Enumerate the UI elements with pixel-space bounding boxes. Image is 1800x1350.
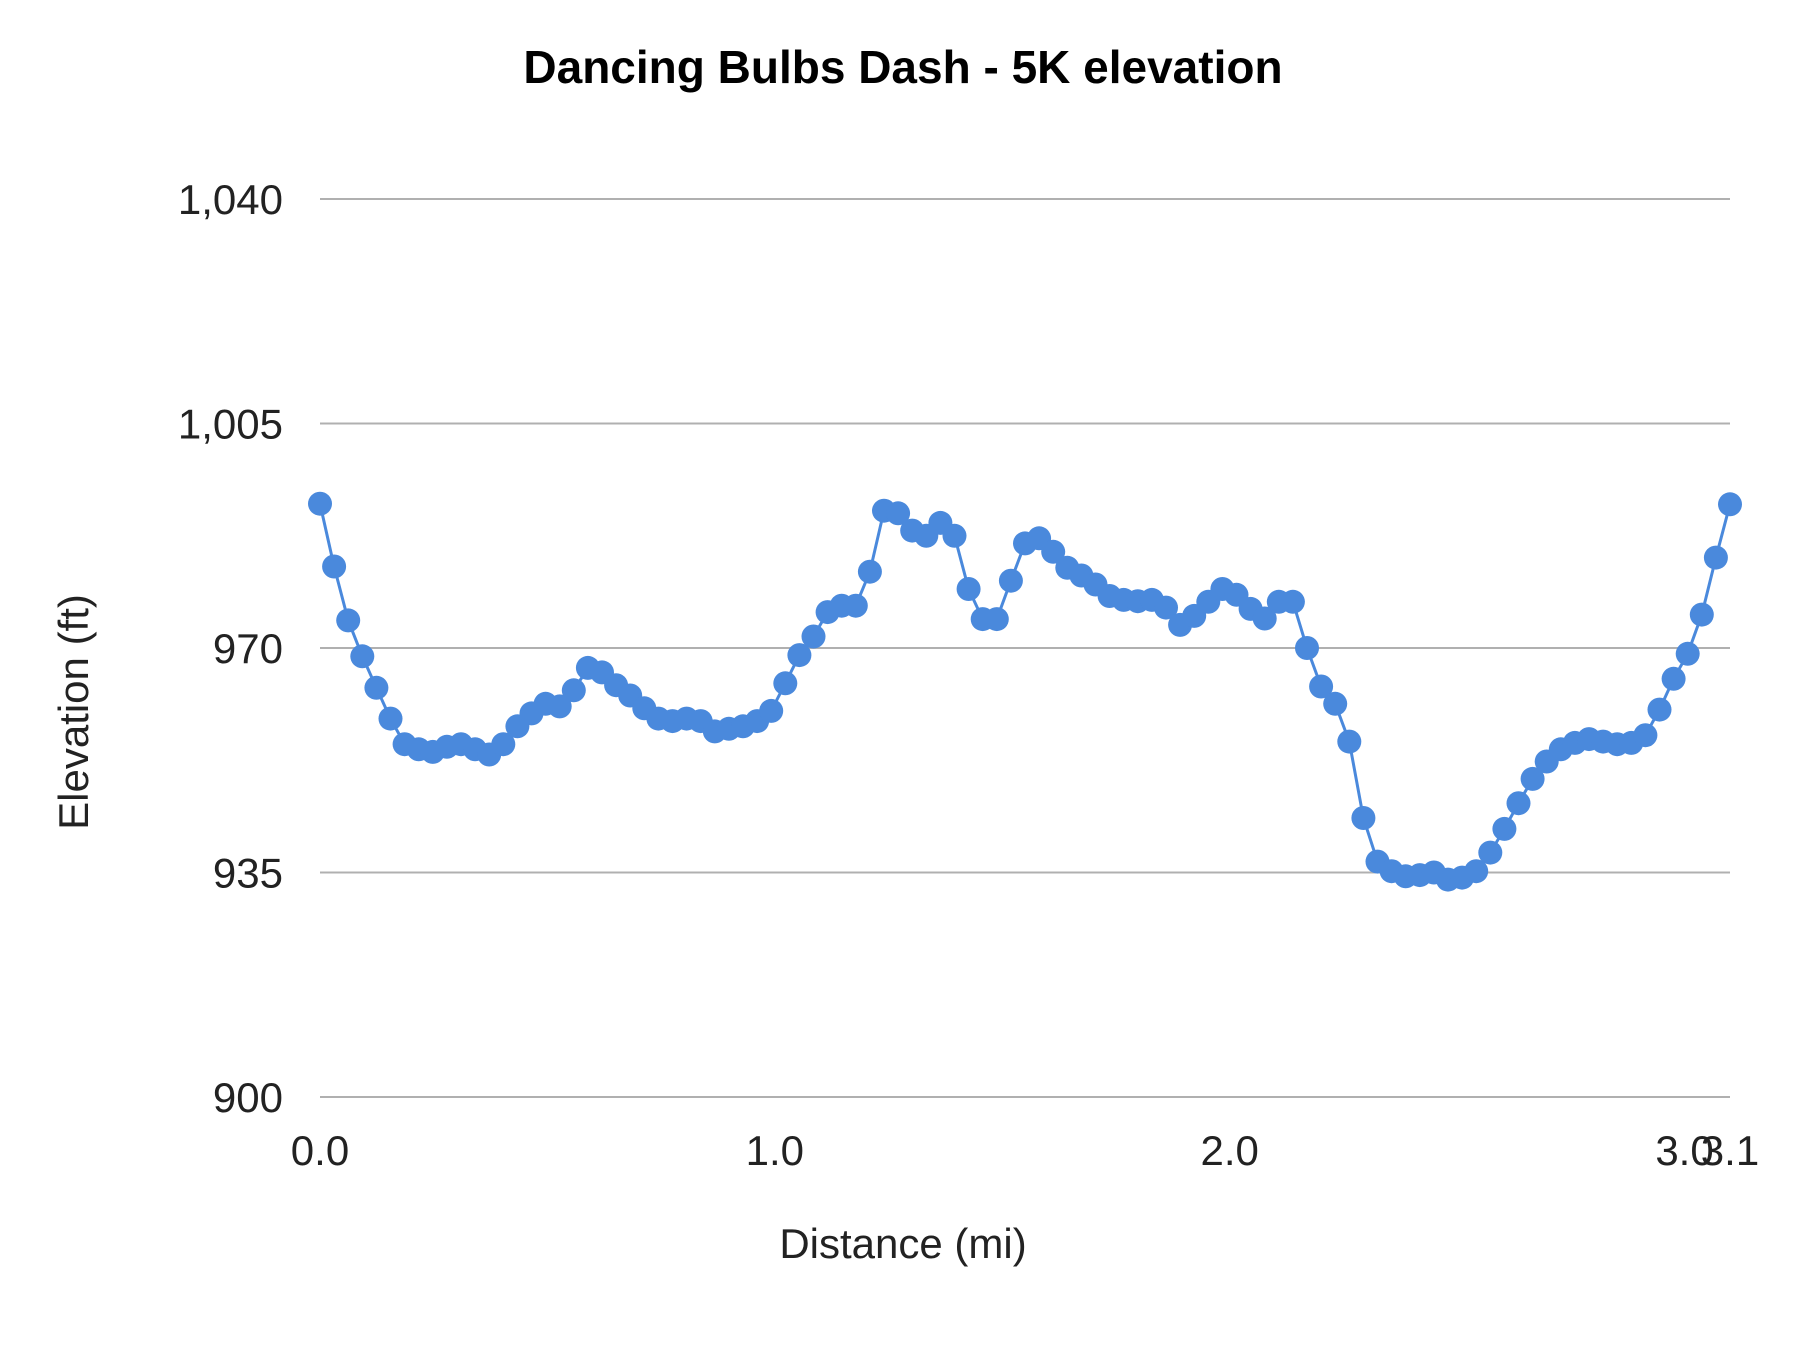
elevation-series xyxy=(308,491,1742,892)
data-point xyxy=(942,523,967,548)
data-point xyxy=(759,698,784,723)
data-point xyxy=(1703,545,1728,570)
data-point xyxy=(1041,539,1066,564)
data-point xyxy=(547,694,572,719)
data-point xyxy=(1492,816,1517,841)
x-tick-label: 0.0 xyxy=(291,1127,349,1174)
data-point xyxy=(984,607,1009,632)
y-tick-label: 1,005 xyxy=(178,401,283,448)
x-tick-label: 3.1 xyxy=(1701,1127,1759,1174)
data-point xyxy=(364,675,389,700)
x-tick-label: 1.0 xyxy=(746,1127,804,1174)
data-point xyxy=(787,643,812,668)
data-point xyxy=(1337,729,1362,754)
data-point xyxy=(491,732,516,757)
data-point xyxy=(1647,697,1672,722)
data-point xyxy=(1154,595,1178,620)
y-tick-label: 935 xyxy=(213,850,283,897)
data-point xyxy=(336,608,361,633)
data-point xyxy=(378,706,403,731)
data-point xyxy=(1323,691,1348,716)
x-axis-title: Distance (mi) xyxy=(779,1220,1026,1267)
data-point xyxy=(1675,641,1700,666)
data-point xyxy=(1633,723,1658,748)
data-point xyxy=(857,559,882,584)
y-tick-label: 900 xyxy=(213,1074,283,1121)
data-point xyxy=(843,593,868,618)
data-point xyxy=(350,644,375,669)
gridlines xyxy=(320,198,1730,1098)
chart-title: Dancing Bulbs Dash - 5K elevation xyxy=(523,41,1282,93)
data-point xyxy=(1689,602,1714,627)
y-tick-label: 1,040 xyxy=(178,176,283,223)
data-point xyxy=(1661,666,1686,691)
data-point xyxy=(322,554,347,579)
data-point xyxy=(1280,589,1305,614)
x-axis-ticks: 0.0 1.0 2.0 3.03.1 xyxy=(291,1127,1759,1174)
data-point xyxy=(561,678,586,703)
data-point xyxy=(886,501,911,526)
data-point xyxy=(1309,674,1334,699)
data-point xyxy=(1520,766,1545,791)
data-point xyxy=(308,491,332,516)
data-point xyxy=(1295,636,1319,660)
data-point xyxy=(801,624,826,649)
data-point xyxy=(1252,606,1277,631)
x-tick-label: 3.0 xyxy=(1655,1127,1713,1174)
data-point xyxy=(773,671,798,696)
y-axis-title: Elevation (ft) xyxy=(50,594,97,830)
data-point xyxy=(1718,492,1742,517)
data-point xyxy=(1506,791,1531,816)
data-point xyxy=(998,568,1023,593)
y-tick-label: 970 xyxy=(213,625,283,672)
data-point xyxy=(1464,859,1489,884)
data-point xyxy=(956,577,981,601)
data-point xyxy=(1478,840,1503,865)
x-tick-label: 2.0 xyxy=(1200,1127,1258,1174)
series-line xyxy=(318,503,1732,882)
y-axis-ticks: 1,040 1,005 970 935 900 xyxy=(178,176,283,1121)
data-point xyxy=(1351,806,1376,830)
